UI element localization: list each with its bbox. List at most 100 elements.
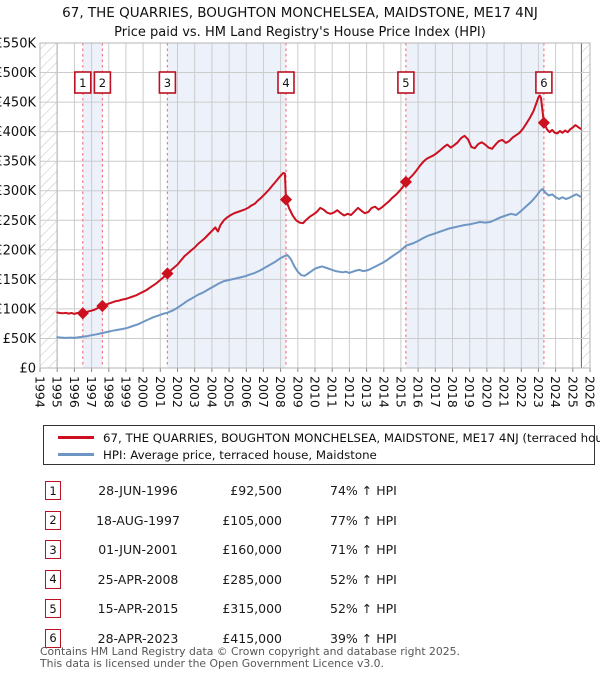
sale-hpi-delta: 52% ↑ HPI bbox=[330, 571, 397, 587]
sale-number-badge: 3 bbox=[45, 540, 61, 560]
sale-date: 25-APR-2008 bbox=[97, 571, 179, 587]
x-axis-label: 2004 bbox=[204, 376, 219, 408]
sale-number-label: 1 bbox=[79, 76, 86, 90]
sale-number-box bbox=[158, 71, 177, 94]
legend-item-hpi: HPI: Average price, terraced house, Maid… bbox=[44, 446, 594, 463]
sale-price: £160,000 bbox=[222, 542, 282, 558]
sale-date: 15-APR-2015 bbox=[97, 601, 179, 617]
x-axis-label: 2012 bbox=[342, 376, 357, 408]
y-axis-label: £200K bbox=[0, 243, 36, 258]
sale-number-label: 5 bbox=[402, 76, 409, 90]
sale-number-box bbox=[535, 71, 553, 94]
x-axis-label: 2026 bbox=[583, 376, 598, 408]
sale-price: £105,000 bbox=[222, 512, 282, 528]
sale-marker-diamond bbox=[537, 116, 550, 129]
sale-price: £92,500 bbox=[230, 483, 282, 499]
sale-number-box bbox=[74, 71, 92, 94]
y-axis-label: £150K bbox=[0, 273, 36, 288]
x-axis-label: 2002 bbox=[170, 376, 185, 408]
sale-price: £315,000 bbox=[222, 601, 282, 617]
x-axis-label: 2009 bbox=[290, 376, 305, 408]
y-axis-label: £0 bbox=[19, 362, 36, 377]
sale-marker-diamond bbox=[279, 193, 293, 206]
sale-number-label: 4 bbox=[282, 76, 289, 90]
no-data-hatch bbox=[581, 43, 590, 368]
sale-number-badge: 4 bbox=[45, 569, 61, 589]
sale-number-label: 2 bbox=[99, 76, 106, 90]
footer-line-1: Contains HM Land Registry data © Crown c… bbox=[40, 645, 460, 658]
sale-price: £285,000 bbox=[222, 571, 282, 587]
x-axis-label: 2025 bbox=[565, 376, 580, 408]
x-axis-label: 2016 bbox=[411, 376, 426, 408]
license-footer: Contains HM Land Registry data © Crown c… bbox=[40, 646, 460, 669]
x-axis-label: 2018 bbox=[445, 376, 460, 408]
x-axis-label: 2021 bbox=[497, 376, 512, 408]
sale-hpi-delta: 39% ↑ HPI bbox=[330, 630, 397, 646]
sale-number-label: 3 bbox=[164, 76, 171, 90]
ownership-band bbox=[167, 43, 286, 368]
x-axis-label: 2011 bbox=[325, 376, 340, 408]
x-axis-label: 2024 bbox=[548, 376, 563, 408]
sale-number-box bbox=[277, 71, 295, 94]
hpi-line-swatch bbox=[58, 453, 94, 456]
no-data-hatch bbox=[40, 43, 58, 368]
y-axis-label: £300K bbox=[0, 184, 36, 199]
x-axis-label: 2017 bbox=[428, 376, 443, 408]
x-axis-label: 2022 bbox=[514, 376, 529, 408]
table-row: 1 28-JUN-1996 £92,500 74% ↑ HPI bbox=[45, 476, 585, 506]
y-axis-label: £50K bbox=[3, 332, 37, 347]
y-axis-label: £400K bbox=[0, 125, 36, 140]
sale-number-badge: 2 bbox=[45, 510, 61, 530]
x-axis-label: 1999 bbox=[118, 376, 133, 408]
sale-hpi-delta: 77% ↑ HPI bbox=[330, 512, 397, 528]
page-subtitle: Price paid vs. HM Land Registry's House … bbox=[114, 25, 486, 40]
footer-line-2: This data is licensed under the Open Gov… bbox=[40, 656, 384, 670]
x-axis-label: 2013 bbox=[359, 376, 374, 408]
plot-border bbox=[39, 42, 591, 369]
sale-number-badge: 5 bbox=[45, 599, 61, 619]
property-line-swatch bbox=[58, 436, 94, 439]
sale-date: 28-JUN-1996 bbox=[98, 483, 178, 499]
page-title: 67, THE QUARRIES, BOUGHTON MONCHELSEA, M… bbox=[62, 5, 538, 21]
table-row: 6 28-APR-2023 £415,000 39% ↑ HPI bbox=[45, 624, 585, 654]
table-row: 4 25-APR-2008 £285,000 52% ↑ HPI bbox=[45, 565, 585, 595]
x-axis-label: 2023 bbox=[531, 376, 546, 408]
y-axis-label: £500K bbox=[0, 66, 36, 81]
x-axis-label: 2014 bbox=[376, 376, 391, 408]
x-axis-label: 2007 bbox=[256, 376, 271, 408]
x-axis-label: 2015 bbox=[393, 376, 408, 408]
price-chart: 12 3 4 5 6 £0 £50K £100K £150K £200K £250K £300K £35… bbox=[0, 37, 598, 408]
x-axis-label: 1997 bbox=[84, 376, 99, 408]
sale-marker-diamond bbox=[399, 175, 412, 188]
x-axis-label: 1995 bbox=[50, 376, 65, 408]
x-axis-label: 2010 bbox=[308, 376, 323, 408]
sale-date: 18-AUG-1997 bbox=[96, 512, 180, 528]
x-axis-label: 2020 bbox=[479, 376, 494, 408]
x-axis-label: 2008 bbox=[273, 376, 288, 408]
sale-hpi-delta: 52% ↑ HPI bbox=[330, 601, 397, 617]
x-axis-label: 2006 bbox=[239, 376, 254, 408]
legend-label-hpi: HPI: Average price, terraced house, Maid… bbox=[103, 447, 377, 462]
sale-number-label: 6 bbox=[540, 76, 547, 90]
chart-legend: 67, THE QUARRIES, BOUGHTON MONCHELSEA, M… bbox=[43, 425, 600, 465]
sale-number-box bbox=[93, 71, 112, 94]
price-paid-line bbox=[56, 94, 582, 315]
y-axis-label: £100K bbox=[0, 302, 36, 317]
table-row: 3 01-JUN-2001 £160,000 71% ↑ HPI bbox=[45, 535, 585, 565]
ownership-band bbox=[82, 43, 103, 368]
x-axis-label: 2000 bbox=[136, 376, 151, 408]
x-axis-label: 2019 bbox=[462, 376, 477, 408]
table-row: 2 18-AUG-1997 £105,000 77% ↑ HPI bbox=[45, 506, 585, 536]
x-axis-label: 1996 bbox=[67, 376, 82, 408]
ownership-band bbox=[405, 43, 544, 368]
table-row: 5 15-APR-2015 £315,000 52% ↑ HPI bbox=[45, 594, 585, 624]
y-axis-label: £250K bbox=[0, 214, 36, 229]
sale-date: 01-JUN-2001 bbox=[98, 542, 178, 558]
sale-number-box bbox=[397, 71, 415, 94]
x-axis-label: 2003 bbox=[187, 376, 202, 408]
y-axis-label: £450K bbox=[0, 96, 36, 111]
sales-table: 1 28-JUN-1996 £92,500 74% ↑ HPI 2 18-AUG-1997… bbox=[45, 476, 585, 653]
sale-number-badge: 1 bbox=[45, 481, 61, 501]
x-axis-label: 1994 bbox=[33, 376, 48, 408]
